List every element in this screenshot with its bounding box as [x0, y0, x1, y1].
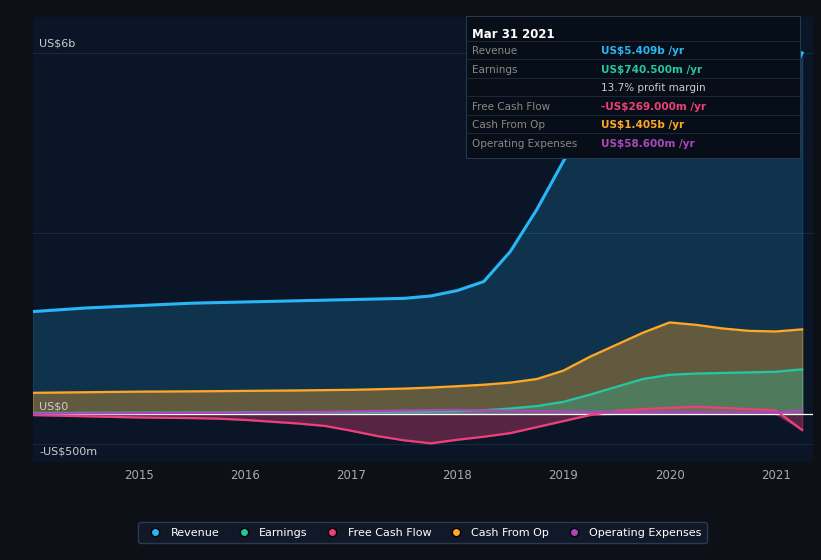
Text: US$6b: US$6b	[39, 39, 76, 49]
Text: US$0: US$0	[39, 402, 68, 412]
Text: Cash From Op: Cash From Op	[472, 120, 545, 130]
Text: US$5.409b /yr: US$5.409b /yr	[601, 46, 684, 56]
Text: 13.7% profit margin: 13.7% profit margin	[601, 83, 705, 93]
Text: US$740.500m /yr: US$740.500m /yr	[601, 64, 702, 74]
Text: -US$269.000m /yr: -US$269.000m /yr	[601, 101, 706, 111]
Text: US$58.600m /yr: US$58.600m /yr	[601, 139, 695, 149]
Text: Earnings: Earnings	[472, 64, 517, 74]
Text: Revenue: Revenue	[472, 46, 517, 56]
Legend: Revenue, Earnings, Free Cash Flow, Cash From Op, Operating Expenses: Revenue, Earnings, Free Cash Flow, Cash …	[139, 522, 707, 543]
Text: -US$500m: -US$500m	[39, 446, 97, 456]
Text: US$1.405b /yr: US$1.405b /yr	[601, 120, 684, 130]
Text: Operating Expenses: Operating Expenses	[472, 139, 577, 149]
Text: Mar 31 2021: Mar 31 2021	[472, 27, 555, 41]
Text: Free Cash Flow: Free Cash Flow	[472, 101, 550, 111]
